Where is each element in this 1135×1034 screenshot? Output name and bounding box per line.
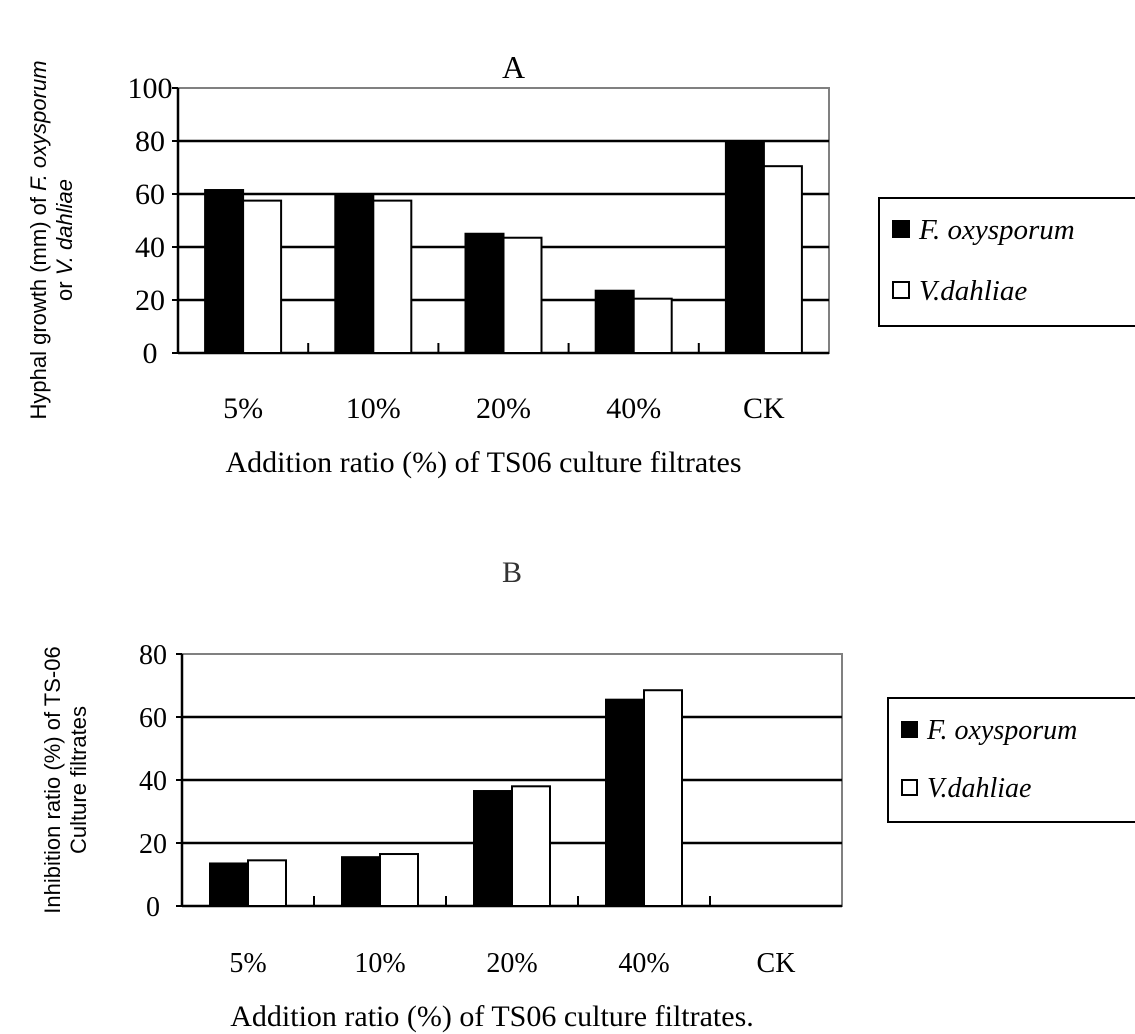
y-tick-label: 80: [135, 125, 165, 158]
legend: F. oxysporum V.dahliae: [878, 197, 1135, 327]
legend-swatch: [892, 281, 910, 299]
x-tick-label: CK: [757, 948, 796, 979]
bar: [632, 297, 673, 354]
y-label-part: F. oxysporum: [26, 60, 51, 190]
y-tick-label: 20: [135, 284, 165, 317]
bar: [379, 853, 419, 908]
legend-label: V.dahliae: [919, 275, 1027, 307]
bar: [247, 859, 287, 908]
bar: [209, 862, 249, 907]
x-tick-label: 5%: [229, 948, 266, 979]
x-tick-label: CK: [743, 392, 785, 425]
y-label-line: Culture filtrates: [66, 706, 91, 854]
legend-label: V.dahliae: [927, 773, 1031, 804]
legend-swatch: [892, 220, 910, 238]
y-tick-label: 0: [143, 337, 158, 370]
bar: [334, 194, 375, 354]
x-axis-label: Addition ratio (%) of TS06 culture filtr…: [226, 446, 742, 479]
x-tick-label: 10%: [354, 948, 405, 979]
y-tick-label: 80: [139, 640, 167, 671]
x-tick-label: 10%: [346, 392, 401, 425]
y-label-part: Hyphal growth (mm) of: [26, 191, 51, 420]
bar: [594, 289, 635, 355]
x-tick-label: 20%: [486, 948, 537, 979]
bar: [473, 790, 513, 908]
y-tick-label: 0: [146, 892, 160, 923]
bar: [372, 199, 413, 354]
y-tick-label: 20: [139, 829, 167, 860]
y-axis-label: Hyphal growth (mm) of F. oxysporum or V. …: [26, 60, 77, 419]
y-tick-label: 60: [135, 178, 165, 211]
y-tick-label: 40: [139, 766, 167, 797]
legend-box: [878, 197, 1135, 327]
bar: [605, 698, 645, 907]
bar: [643, 689, 683, 907]
x-tick-label: 5%: [223, 392, 263, 425]
y-tick-label: 60: [139, 703, 167, 734]
bar: [242, 199, 283, 354]
y-tick-label: 40: [135, 231, 165, 264]
chart-b: 0 20 40 60 80 5% 10% 20% 40% CK B Addition ratio (%…: [40, 556, 1135, 1033]
bar: [341, 856, 381, 907]
bar: [762, 165, 803, 354]
bar: [204, 189, 245, 354]
legend-label: F. oxysporum: [926, 715, 1077, 746]
y-label-line: Inhibition ratio (%) of TS-06: [40, 646, 65, 913]
bar: [464, 232, 505, 354]
chart-a: 0 20 40 60 80 100 5% 10% 20% 40% CK A Addition ratio…: [26, 49, 1135, 479]
x-tick-label: 40%: [606, 392, 661, 425]
chart-title: A: [502, 49, 525, 85]
bar: [511, 785, 551, 907]
y-tick-label: 100: [128, 72, 173, 105]
legend-label: F. oxysporum: [918, 214, 1075, 246]
legend-box: [887, 697, 1135, 823]
chart-title: B: [502, 556, 522, 589]
bar: [502, 236, 543, 355]
legend-swatch: [901, 721, 918, 738]
legend-swatch: [901, 779, 918, 796]
bar: [724, 140, 765, 354]
x-axis-label: Addition ratio (%) of TS06 culture filtr…: [230, 1000, 754, 1033]
legend: F. oxysporum V.dahliae: [887, 697, 1135, 823]
y-label-part: V. dahliae: [52, 179, 77, 275]
x-tick-label: 20%: [476, 392, 531, 425]
y-axis-label: Inhibition ratio (%) of TS-06Culture fil…: [40, 646, 91, 913]
y-label-part: or: [52, 275, 77, 301]
x-tick-label: 40%: [618, 948, 669, 979]
